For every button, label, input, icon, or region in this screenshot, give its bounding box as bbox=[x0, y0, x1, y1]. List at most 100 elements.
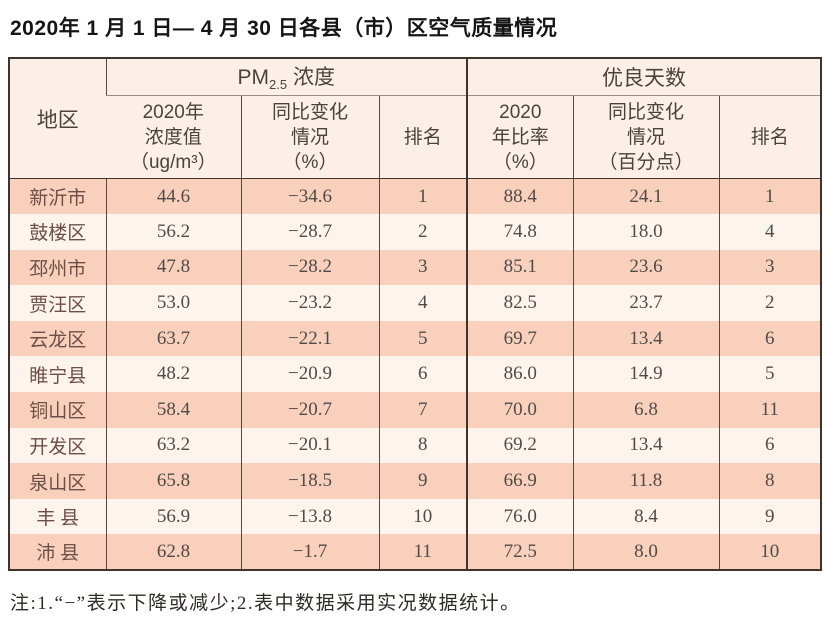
good-change-cell: 8.4 bbox=[572, 498, 720, 535]
table-row: 新沂市 44.6 −34.6 1 88.4 24.1 1 bbox=[9, 178, 822, 215]
pm-value-line1: 2020年 bbox=[142, 101, 204, 123]
region-cell: 云龙区 bbox=[9, 320, 106, 357]
col-header-pm-value: 2020年 浓度值 （ug/m³） bbox=[106, 95, 241, 179]
table-header: 地区 PM2.5 浓度 优良天数 2020年 浓度值 （ug/m³） 同比变化 … bbox=[9, 58, 822, 179]
good-ratio-cell: 72.5 bbox=[466, 534, 574, 571]
good-change-cell: 6.8 bbox=[572, 392, 720, 428]
good-change-line2: 情况 bbox=[627, 126, 666, 148]
pm-change-cell: −22.1 bbox=[240, 320, 379, 357]
good-ratio-cell: 88.4 bbox=[466, 178, 574, 215]
pm-change-cell: −1.7 bbox=[240, 534, 379, 571]
good-rank-cell: 9 bbox=[718, 498, 822, 535]
pm-value-cell: 56.2 bbox=[105, 214, 241, 250]
good-change-cell: 11.8 bbox=[572, 463, 720, 499]
pm-value-line2: 浓度值 bbox=[144, 126, 202, 148]
pm-rank-cell: 6 bbox=[378, 356, 468, 393]
air-quality-table: 地区 PM2.5 浓度 优良天数 2020年 浓度值 （ug/m³） 同比变化 … bbox=[8, 57, 823, 572]
good-change-cell: 14.9 bbox=[572, 356, 720, 393]
page-title: 2020年 1 月 1 日— 4 月 30 日各县（市）区空气质量情况 bbox=[10, 17, 558, 40]
pm25-label-suffix: 浓度 bbox=[287, 66, 335, 90]
region-cell: 铜山区 bbox=[9, 392, 106, 428]
pm-rank-cell: 10 bbox=[378, 498, 468, 535]
good-rank-cell: 4 bbox=[718, 214, 822, 250]
region-cell: 新沂市 bbox=[9, 178, 106, 215]
good-ratio-cell: 85.1 bbox=[466, 249, 574, 286]
table-body: 新沂市 44.6 −34.6 1 88.4 24.1 1 鼓楼区 56.2 −2… bbox=[9, 178, 822, 571]
good-rank-cell: 8 bbox=[718, 463, 822, 499]
pm-change-cell: −20.9 bbox=[240, 356, 379, 393]
good-ratio-cell: 74.8 bbox=[466, 214, 574, 250]
region-cell: 鼓楼区 bbox=[9, 214, 106, 250]
pm-change-line1: 同比变化 bbox=[271, 101, 348, 123]
header-group-row: 地区 PM2.5 浓度 优良天数 bbox=[9, 58, 822, 179]
good-ratio-cell: 70.0 bbox=[466, 392, 574, 428]
good-ratio-cell: 76.0 bbox=[466, 498, 574, 535]
pm-value-cell: 63.2 bbox=[105, 427, 241, 464]
good-ratio-cell: 69.2 bbox=[466, 427, 574, 464]
good-rank-cell: 6 bbox=[718, 427, 822, 464]
pm-rank-cell: 1 bbox=[378, 178, 468, 215]
pm-change-cell: −28.7 bbox=[240, 214, 379, 250]
pm-rank-cell: 7 bbox=[378, 392, 468, 428]
table-row: 开发区 63.2 −20.1 8 69.2 13.4 6 bbox=[9, 427, 822, 464]
col-header-good-change: 同比变化 情况 （百分点） bbox=[572, 95, 720, 179]
pm-value-line3: （ug/m³） bbox=[129, 151, 217, 173]
pm-change-cell: −28.2 bbox=[240, 249, 379, 286]
good-ratio-cell: 66.9 bbox=[466, 463, 574, 499]
region-cell: 丰 县 bbox=[9, 498, 106, 535]
pm-change-cell: −34.6 bbox=[240, 178, 379, 215]
pm25-subscript: 2.5 bbox=[269, 77, 288, 93]
pm-rank-cell: 2 bbox=[378, 214, 468, 250]
pm-value-cell: 58.4 bbox=[105, 392, 241, 428]
pm-change-cell: −18.5 bbox=[240, 463, 379, 499]
pm-value-cell: 44.6 bbox=[105, 178, 241, 215]
table-row: 云龙区 63.7 −22.1 5 69.7 13.4 6 bbox=[9, 320, 822, 357]
pm-rank-cell: 3 bbox=[378, 249, 468, 286]
good-rank-cell: 1 bbox=[718, 178, 822, 215]
region-cell: 沛 县 bbox=[9, 534, 106, 571]
region-cell: 邳州市 bbox=[9, 249, 106, 286]
good-rank-cell: 2 bbox=[718, 285, 822, 321]
pm-change-cell: −20.7 bbox=[240, 392, 379, 428]
pm-value-cell: 48.2 bbox=[105, 356, 241, 393]
good-rank-cell: 6 bbox=[718, 320, 822, 357]
pm-change-cell: −20.1 bbox=[240, 427, 379, 464]
col-header-region: 地区 bbox=[9, 58, 106, 179]
pm-value-cell: 47.8 bbox=[105, 249, 241, 286]
region-cell: 贾汪区 bbox=[9, 285, 106, 321]
pm-rank-cell: 8 bbox=[378, 427, 468, 464]
good-change-cell: 18.0 bbox=[572, 214, 720, 250]
good-rank-cell: 11 bbox=[718, 392, 822, 428]
good-ratio-cell: 82.5 bbox=[466, 285, 574, 321]
region-cell: 开发区 bbox=[9, 427, 106, 464]
pm-value-cell: 53.0 bbox=[105, 285, 241, 321]
table-row: 贾汪区 53.0 −23.2 4 82.5 23.7 2 bbox=[9, 285, 822, 321]
good-change-cell: 8.0 bbox=[572, 534, 720, 571]
good-change-cell: 23.7 bbox=[572, 285, 720, 321]
footnote: 注:1.“−”表示下降或减少;2.表中数据采用实况数据统计。 bbox=[10, 593, 521, 615]
col-header-pm-change: 同比变化 情况 （%） bbox=[240, 95, 379, 179]
col-header-pm-rank: 排名 bbox=[378, 95, 468, 179]
good-rank-cell: 10 bbox=[718, 534, 822, 571]
col-group-pm25: PM2.5 浓度 bbox=[105, 58, 468, 96]
table-row: 铜山区 58.4 −20.7 7 70.0 6.8 11 bbox=[9, 392, 822, 428]
pm-rank-cell: 4 bbox=[378, 285, 468, 321]
pm-rank-cell: 9 bbox=[378, 463, 468, 499]
table-row: 沛 县 62.8 −1.7 11 72.5 8.0 10 bbox=[9, 534, 822, 571]
table-row: 泉山区 65.8 −18.5 9 66.9 11.8 8 bbox=[9, 463, 822, 499]
col-group-good-days: 优良天数 bbox=[466, 58, 822, 96]
header-sub-row: 2020年 浓度值 （ug/m³） 同比变化 情况 （%） 排名 2020 年比… bbox=[9, 95, 822, 179]
pm-rank-cell: 5 bbox=[378, 320, 468, 357]
pm-value-cell: 63.7 bbox=[105, 320, 241, 357]
good-change-cell: 13.4 bbox=[572, 320, 720, 357]
col-header-good-ratio: 2020 年比率 （%） bbox=[466, 95, 574, 179]
pm-change-cell: −13.8 bbox=[240, 498, 379, 535]
good-change-cell: 13.4 bbox=[572, 427, 720, 464]
good-ratio-line1: 2020 bbox=[499, 101, 542, 123]
pm-value-cell: 65.8 bbox=[105, 463, 241, 499]
pm-change-cell: −23.2 bbox=[240, 285, 379, 321]
table-row: 邳州市 47.8 −28.2 3 85.1 23.6 3 bbox=[9, 249, 822, 286]
good-ratio-cell: 69.7 bbox=[466, 320, 574, 357]
pm-value-cell: 62.8 bbox=[105, 534, 241, 571]
